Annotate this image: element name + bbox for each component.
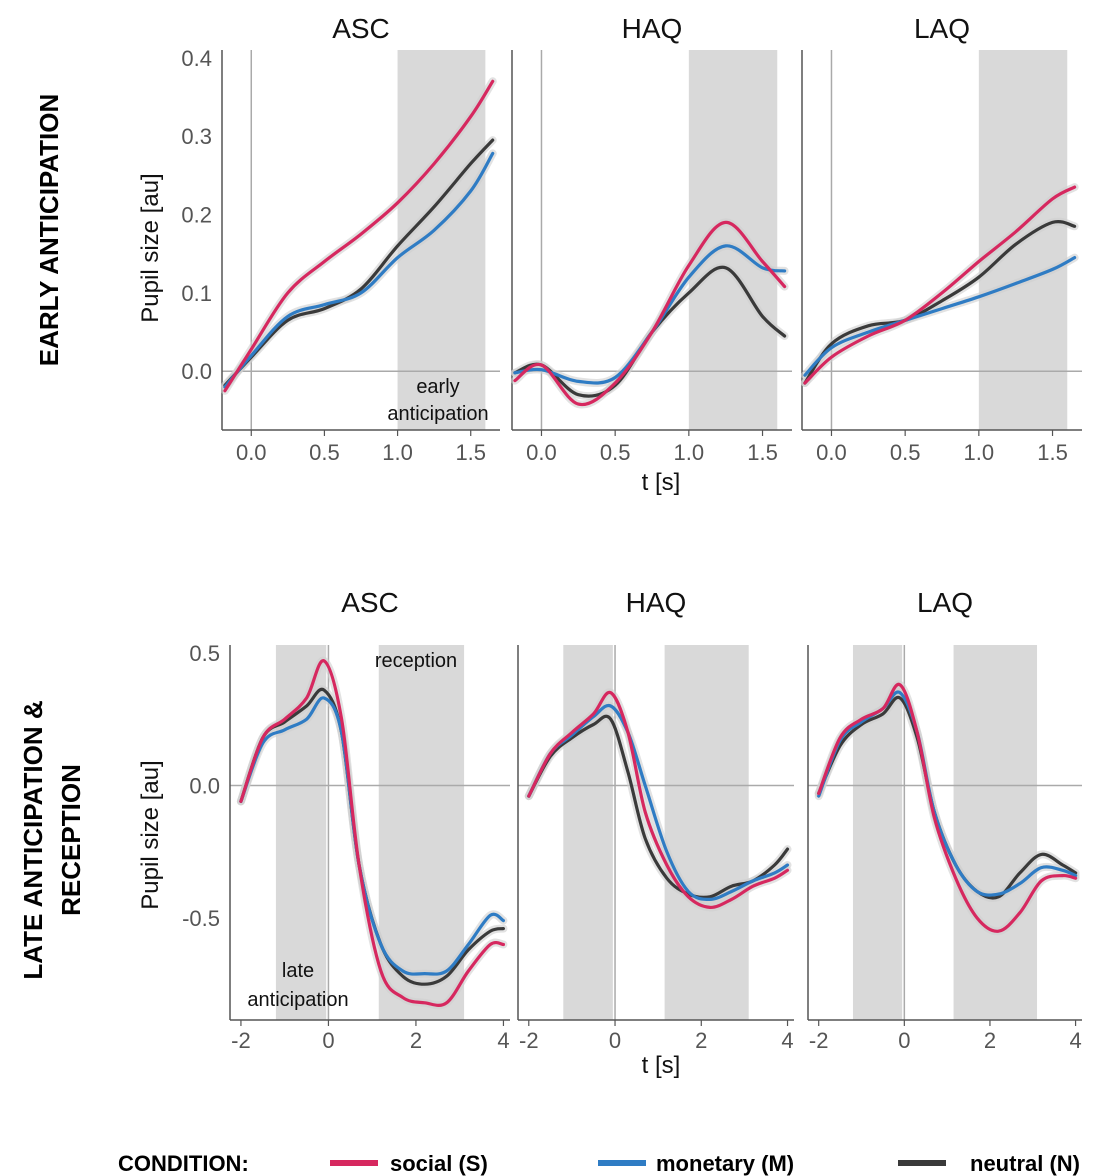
legend: CONDITION: social (S) monetary (M) neutr… <box>118 1151 1080 1176</box>
panel-title: LAQ <box>917 587 973 618</box>
annotation-late-line2: anticipation <box>247 989 348 1011</box>
panel-title: ASC <box>341 587 399 618</box>
x-tick-label: 2 <box>410 1028 422 1053</box>
panel-title: HAQ <box>622 13 683 44</box>
shaded-window-1 <box>953 645 1038 1020</box>
x-tick-label: 0.0 <box>236 440 267 465</box>
x-tick-label: 4 <box>781 1028 793 1053</box>
row-label-early: EARLY ANTICIPATION <box>34 94 64 367</box>
x-tick-label: -2 <box>231 1028 251 1053</box>
annotation-early-line2: anticipation <box>387 403 488 425</box>
y-tick-label: 0.2 <box>181 203 212 228</box>
y-tick-label: 0.3 <box>181 124 212 149</box>
y-tick-label: -0.5 <box>182 906 220 931</box>
x-tick-label: 4 <box>497 1028 509 1053</box>
x-tick-label: 0 <box>609 1028 621 1053</box>
chart-row-0: 0.0 0.5 1.0 1.5 0.0 0.1 0.2 0.3 0.4 ASC 0.0 0.5 1.0 1… <box>181 13 1082 465</box>
panel-title: LAQ <box>914 13 970 44</box>
y-tick-label: 0.1 <box>181 281 212 306</box>
x-tick-label: 0 <box>898 1028 910 1053</box>
x-tick-label: 1.5 <box>1037 440 1068 465</box>
y-axis-label-bottom: Pupil size [au] <box>137 760 164 909</box>
panel-laq-row1: -2 0 2 4 LAQ <box>807 587 1082 1053</box>
y-tick-label: 0.0 <box>181 359 212 384</box>
series-line-social <box>817 682 1078 933</box>
series-line-monetary <box>803 256 1077 377</box>
series-line-social <box>223 79 495 393</box>
series-line-neutral <box>803 220 1077 385</box>
x-tick-label: 0.5 <box>309 440 340 465</box>
x-tick-label: 0.0 <box>816 440 847 465</box>
x-tick-label: 1.0 <box>674 440 705 465</box>
y-axis-label-top: Pupil size [au] <box>137 173 164 322</box>
x-tick-label: 0.5 <box>600 440 631 465</box>
row-label-late-line1: LATE ANTICIPATION & <box>18 700 48 979</box>
series-line-monetary <box>223 151 495 389</box>
row-label-late: LATE ANTICIPATION & RECEPTION <box>18 700 86 979</box>
y-tick-label: 0.4 <box>181 46 212 71</box>
panel-asc-row1: -2 0 2 4 0.5 0.0 -0.5 ASC <box>182 587 510 1053</box>
shaded-window-1 <box>664 645 749 1020</box>
panel-laq-row0: 0.0 0.5 1.0 1.5 LAQ <box>800 13 1082 465</box>
row-label-late-line2: RECEPTION <box>56 764 86 916</box>
y-tick-label: 0.5 <box>189 641 220 666</box>
panel-haq-row1: -2 0 2 4 HAQ <box>517 587 794 1053</box>
panel-haq-row0: 0.0 0.5 1.0 1.5 HAQ <box>510 13 792 465</box>
y-tick-label: 0.0 <box>189 773 220 798</box>
x-tick-label: 1.0 <box>382 440 413 465</box>
legend-label-monetary: monetary (M) <box>656 1151 794 1176</box>
annotation-reception: reception <box>375 650 457 672</box>
legend-label-neutral: neutral (N) <box>970 1151 1080 1176</box>
series-line-monetary <box>817 690 1078 897</box>
x-tick-label: 4 <box>1069 1028 1081 1053</box>
series-line-social <box>513 220 787 407</box>
annotation-late-line1: late <box>282 960 314 982</box>
panel-asc-row0: 0.0 0.5 1.0 1.5 0.0 0.1 0.2 0.3 0.4 ASC <box>181 13 500 465</box>
x-tick-label: -2 <box>809 1028 829 1053</box>
shaded-window-0 <box>397 50 486 430</box>
x-tick-label: 0.5 <box>890 440 921 465</box>
series-line-social <box>527 690 790 910</box>
x-tick-label: 1.5 <box>455 440 486 465</box>
x-tick-label: 0.0 <box>526 440 557 465</box>
series-line-monetary <box>527 703 790 901</box>
x-tick-label: 1.5 <box>747 440 778 465</box>
x-tick-label: -2 <box>519 1028 539 1053</box>
plot-area: 0.0 0.5 1.0 1.5 0.0 0.1 0.2 0.3 0.4 ASC 0.0 0.5 1.0 1… <box>181 13 1082 1053</box>
legend-title: CONDITION: <box>118 1151 249 1176</box>
panel-title: ASC <box>332 13 390 44</box>
series-line-social <box>803 185 1077 385</box>
x-tick-label: 2 <box>695 1028 707 1053</box>
x-tick-label: 1.0 <box>964 440 995 465</box>
x-axis-label-top: t [s] <box>642 469 681 496</box>
panel-title: HAQ <box>626 587 687 618</box>
x-axis-label-bottom: t [s] <box>642 1052 681 1079</box>
legend-label-social: social (S) <box>390 1151 488 1176</box>
x-tick-label: 0 <box>322 1028 334 1053</box>
annotation-early-line1: early <box>416 376 459 398</box>
shaded-window-1 <box>378 645 465 1020</box>
series-line-social <box>239 659 505 1007</box>
x-tick-label: 2 <box>984 1028 996 1053</box>
chart-row-1: -2 0 2 4 0.5 0.0 -0.5 ASC -2 0 2 4 HAQ -2 0 2 4 LAQ <box>182 587 1082 1053</box>
